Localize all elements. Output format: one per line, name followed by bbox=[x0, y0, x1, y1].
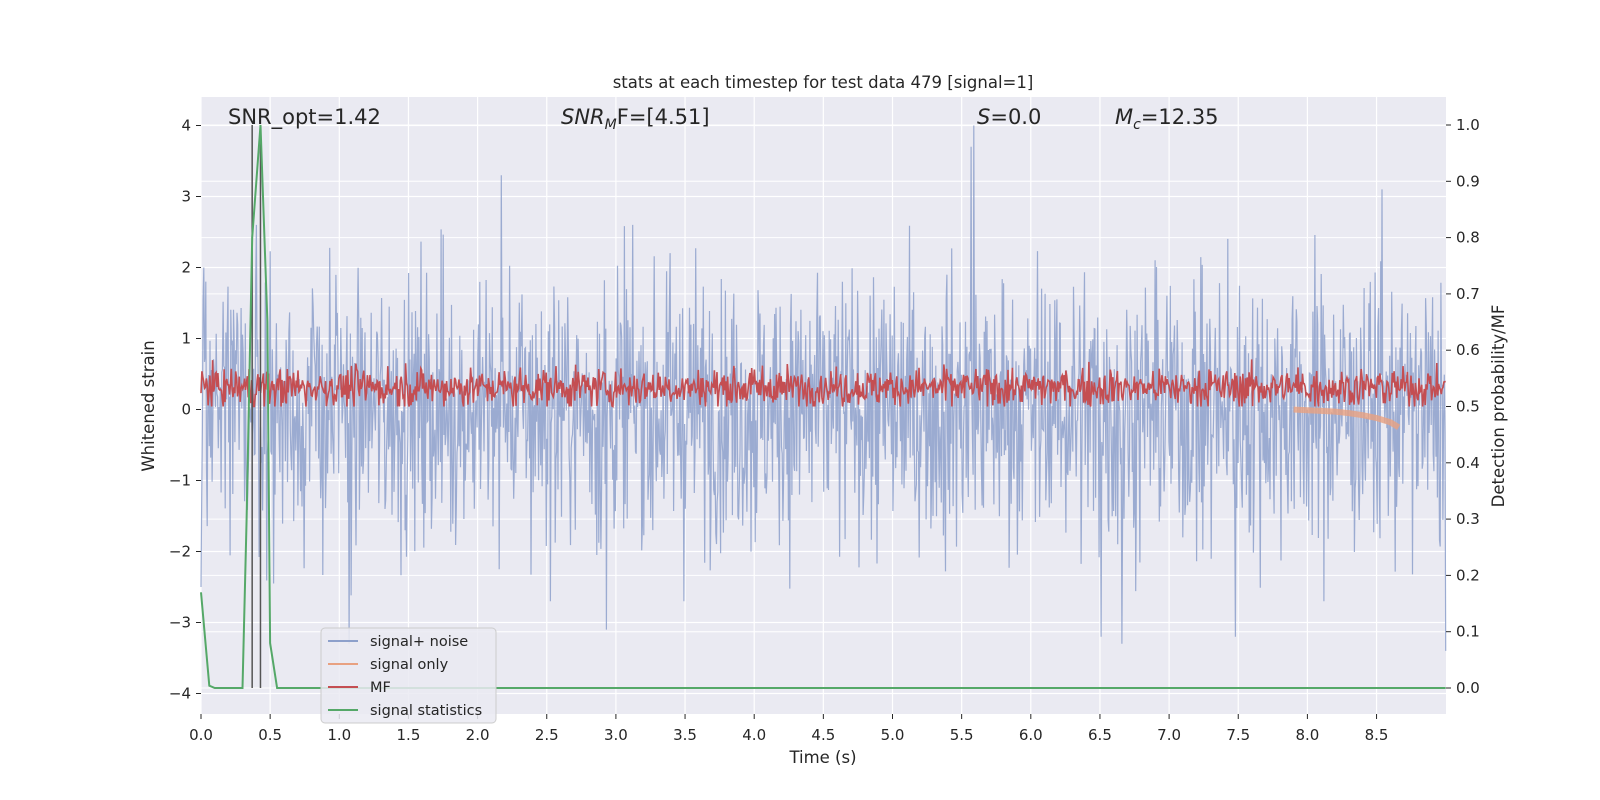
signal-noise-line bbox=[200, 125, 1447, 651]
y-right-tick-label: 1.0 bbox=[1456, 116, 1480, 134]
y-tick-label: 4 bbox=[181, 117, 191, 135]
mc-main: M bbox=[1115, 105, 1133, 129]
y-tick-label: 1 bbox=[181, 330, 191, 348]
legend-label-mf: MF bbox=[370, 680, 391, 696]
snr-mf-annotation: SNRMF=[4.51] bbox=[561, 105, 710, 133]
y-tick-label: 0 bbox=[181, 401, 191, 419]
snr-opt-annotation: SNR_opt=1.42 bbox=[228, 105, 381, 130]
y-right-tick-label: 0.6 bbox=[1456, 341, 1480, 359]
mf-series bbox=[200, 359, 1446, 408]
chart-title: stats at each timestep for test data 479… bbox=[613, 73, 1034, 92]
mc-rest: =12.35 bbox=[1141, 105, 1219, 129]
s-annotation: S=0.0 bbox=[977, 105, 1041, 129]
signal-statistics-line bbox=[200, 124, 1446, 689]
y-tick-label: −3 bbox=[169, 614, 191, 632]
x-tick-label: 0.5 bbox=[258, 726, 282, 744]
y-axis-label: Whitened strain bbox=[139, 340, 158, 471]
y-tick-label: −1 bbox=[169, 472, 191, 490]
x-tick-label: 0.0 bbox=[189, 726, 213, 744]
x-tick-label: 1.0 bbox=[327, 726, 351, 744]
x-tick-label: 3.5 bbox=[673, 726, 697, 744]
legend-label-signal-noise: signal+ noise bbox=[370, 634, 468, 650]
legend-label-signal-statistics: signal statistics bbox=[370, 703, 482, 719]
y-right-tick-label: 0.0 bbox=[1456, 679, 1480, 697]
y-right-tick-label: 0.1 bbox=[1456, 623, 1480, 641]
y-tick-label: −2 bbox=[169, 543, 191, 561]
x-tick-label: 8.5 bbox=[1365, 726, 1389, 744]
x-tick-label: 1.5 bbox=[397, 726, 421, 744]
x-tick-labels: 0.0 0.5 1.0 1.5 2.0 2.5 3.0 3.5 4.0 4.5 5.0 5.5 6.0 6… bbox=[189, 714, 1388, 744]
signal-only-series bbox=[1293, 406, 1401, 430]
x-tick-label: 2.0 bbox=[466, 726, 490, 744]
s-rest: =0.0 bbox=[990, 105, 1041, 129]
s-main: S bbox=[977, 105, 990, 129]
snr-mf-rest: F=[4.51] bbox=[617, 105, 710, 129]
y-right-tick-label: 0.3 bbox=[1456, 510, 1480, 528]
y-right-tick-label: 0.8 bbox=[1456, 229, 1480, 247]
signal-only-line bbox=[1293, 406, 1401, 430]
mf-line bbox=[200, 359, 1446, 408]
x-tick-label: 3.0 bbox=[604, 726, 628, 744]
y-tick-label: 3 bbox=[181, 188, 191, 206]
x-tick-label: 6.0 bbox=[1019, 726, 1043, 744]
legend-label-signal-only: signal only bbox=[370, 657, 449, 673]
vertical-lines bbox=[251, 125, 262, 688]
mc-annotation: Mc=12.35 bbox=[1115, 105, 1219, 133]
y-right-tick-label: 0.5 bbox=[1456, 398, 1480, 416]
x-tick-label: 8.0 bbox=[1295, 726, 1319, 744]
y-tick-label: −4 bbox=[169, 685, 191, 703]
y-right-tick-label: 0.7 bbox=[1456, 285, 1480, 303]
y-right-tick-label: 0.2 bbox=[1456, 566, 1480, 584]
x-tick-label: 6.5 bbox=[1088, 726, 1112, 744]
mc-sub: c bbox=[1133, 117, 1141, 133]
y-right-tick-label: 0.9 bbox=[1456, 172, 1480, 190]
x-tick-label: 4.0 bbox=[742, 726, 766, 744]
signal-noise-series bbox=[200, 125, 1447, 651]
y-right-tick-labels: 1.0 0.9 0.8 0.7 0.6 0.5 0.4 0.3 0.2 0.1 0.0 bbox=[1446, 116, 1480, 697]
x-tick-label: 5.5 bbox=[950, 726, 974, 744]
y-right-tick-label: 0.4 bbox=[1456, 454, 1480, 472]
y-right-axis-label: Detection probability/MF bbox=[1489, 305, 1508, 508]
x-tick-label: 7.0 bbox=[1157, 726, 1181, 744]
signal-statistics-series bbox=[200, 124, 1446, 689]
y-tick-labels: 4 3 2 1 0 −1 −2 −3 −4 bbox=[169, 117, 201, 703]
legend: signal+ noise signal only MF signal stat… bbox=[320, 627, 497, 724]
snr-mf-main: SNR bbox=[561, 105, 605, 129]
x-axis-label: Time (s) bbox=[788, 748, 856, 767]
x-tick-label: 7.5 bbox=[1226, 726, 1250, 744]
x-tick-label: 5.0 bbox=[881, 726, 905, 744]
legend-box bbox=[320, 627, 497, 724]
x-tick-label: 2.5 bbox=[535, 726, 559, 744]
snr-mf-sub: M bbox=[605, 117, 617, 133]
x-tick-label: 4.5 bbox=[811, 726, 835, 744]
y-tick-label: 2 bbox=[181, 259, 191, 277]
